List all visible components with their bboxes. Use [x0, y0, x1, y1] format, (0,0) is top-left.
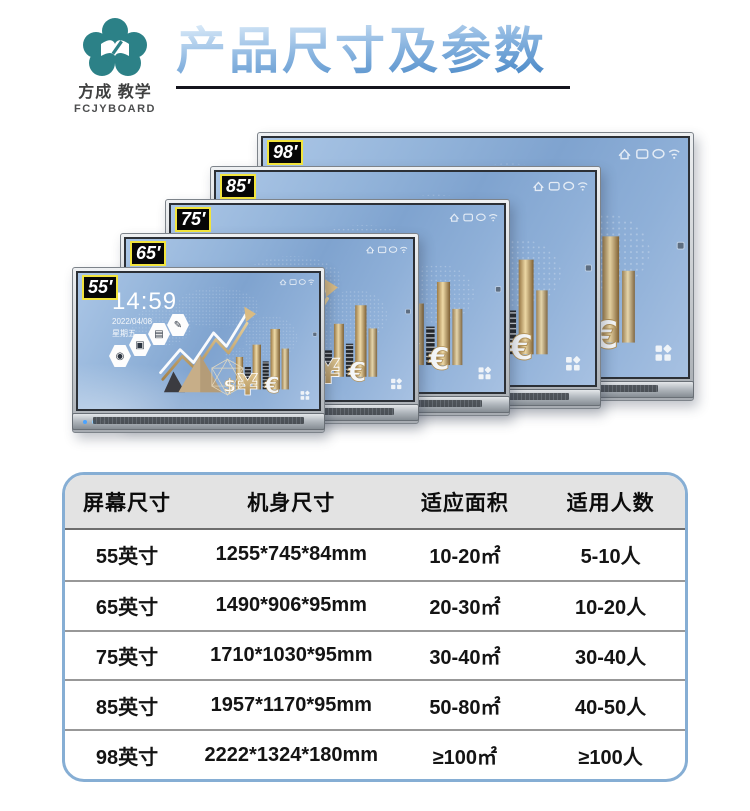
clock-time: 14:59: [112, 288, 178, 315]
size-label-98: 98′: [267, 140, 304, 165]
col-header-suitable-area: 适应面积: [420, 491, 509, 515]
cell-suitable-area: 30-40㎡: [429, 646, 501, 669]
cell-body-dimensions: 1490*906*95mm: [215, 594, 367, 617]
annotate-app-icon: ✎: [167, 314, 189, 336]
header: 产品尺寸及参数: [176, 22, 570, 89]
cell-suitable-people: 5-10人: [580, 546, 641, 569]
board-55: 55′ 14:59 2022/04/08 星期五 ◉ ▣ ▤ ✎: [72, 267, 325, 433]
cell-suitable-people: 30-40人: [575, 646, 647, 669]
cell-suitable-people: 10-20人: [575, 597, 647, 620]
brand-logo-block: 方成 教学 FCJYBOARD: [55, 18, 175, 115]
cell-screen-size: 98英寸: [95, 746, 159, 769]
col-header-screen-size: 屏幕尺寸: [83, 491, 171, 515]
brand-flower-logo: [83, 18, 147, 76]
power-led-icon: [83, 420, 87, 424]
speaker-bar: [72, 413, 325, 430]
size-label-65: 65′: [130, 241, 167, 266]
cell-suitable-area: 20-30㎡: [429, 597, 501, 620]
cell-screen-size: 85英寸: [95, 696, 159, 719]
cell-suitable-area: ≥100㎡: [432, 746, 498, 769]
files-app-icon: ▤: [148, 323, 170, 345]
page-title: 产品尺寸及参数: [176, 22, 570, 80]
display-app-icon: ▣: [129, 334, 151, 356]
cell-screen-size: 75英寸: [95, 646, 159, 669]
table-row-98: 98英寸 2222*1324*180mm ≥100㎡ ≥100人: [65, 729, 685, 779]
speaker-grille: [93, 417, 304, 424]
table-row-85: 85英寸 1957*1170*95mm 50-80㎡ 40-50人: [65, 679, 685, 729]
brand-name-en: FCJYBOARD: [74, 103, 156, 115]
table-row-75: 75英寸 1710*1030*95mm 30-40㎡ 30-40人: [65, 629, 685, 680]
col-header-body-dimensions: 机身尺寸: [247, 491, 336, 515]
brand-name-cn: 方成 教学: [78, 84, 152, 101]
cell-body-dimensions: 1957*1170*95mm: [210, 693, 372, 716]
spec-table-header: 屏幕尺寸 机身尺寸 适应面积 适用人数: [65, 475, 685, 530]
cell-suitable-area: 50-80㎡: [429, 696, 501, 719]
table-row-65: 65英寸 1490*906*95mm 20-30㎡ 10-20人: [65, 579, 685, 630]
cell-body-dimensions: 1255*745*84mm: [215, 543, 367, 566]
col-header-suitable-people: 适用人数: [566, 491, 655, 515]
screen-clock: 14:59 2022/04/08 星期五: [112, 289, 177, 339]
cell-suitable-people: 40-50人: [575, 696, 647, 719]
pen-icon: [111, 40, 123, 55]
spec-table: 屏幕尺寸 机身尺寸 适应面积 适用人数 55英寸 1255*745*84mm 1…: [62, 472, 688, 782]
cell-suitable-people: ≥100人: [578, 746, 643, 769]
cell-suitable-area: 10-20㎡: [429, 546, 501, 569]
size-label-75: 75′: [175, 207, 212, 232]
clock-date: 2022/04/08: [112, 317, 153, 326]
cell-body-dimensions: 2222*1324*180mm: [204, 743, 379, 766]
title-underline: [176, 86, 570, 89]
table-row-55: 55英寸 1255*745*84mm 10-20㎡ 5-10人: [65, 530, 685, 580]
product-boards-illustration: 98′ 85′ 75′ 65′ 55′ 14:59: [72, 132, 694, 433]
compass-app-icon: ◉: [109, 345, 131, 367]
clock-weekday: 星期五: [112, 329, 136, 338]
size-label-85: 85′: [220, 174, 257, 199]
size-label-55: 55′: [82, 275, 119, 300]
cell-screen-size: 55英寸: [95, 546, 159, 569]
cell-screen-size: 65英寸: [95, 597, 159, 620]
cell-body-dimensions: 1710*1030*95mm: [210, 643, 373, 666]
